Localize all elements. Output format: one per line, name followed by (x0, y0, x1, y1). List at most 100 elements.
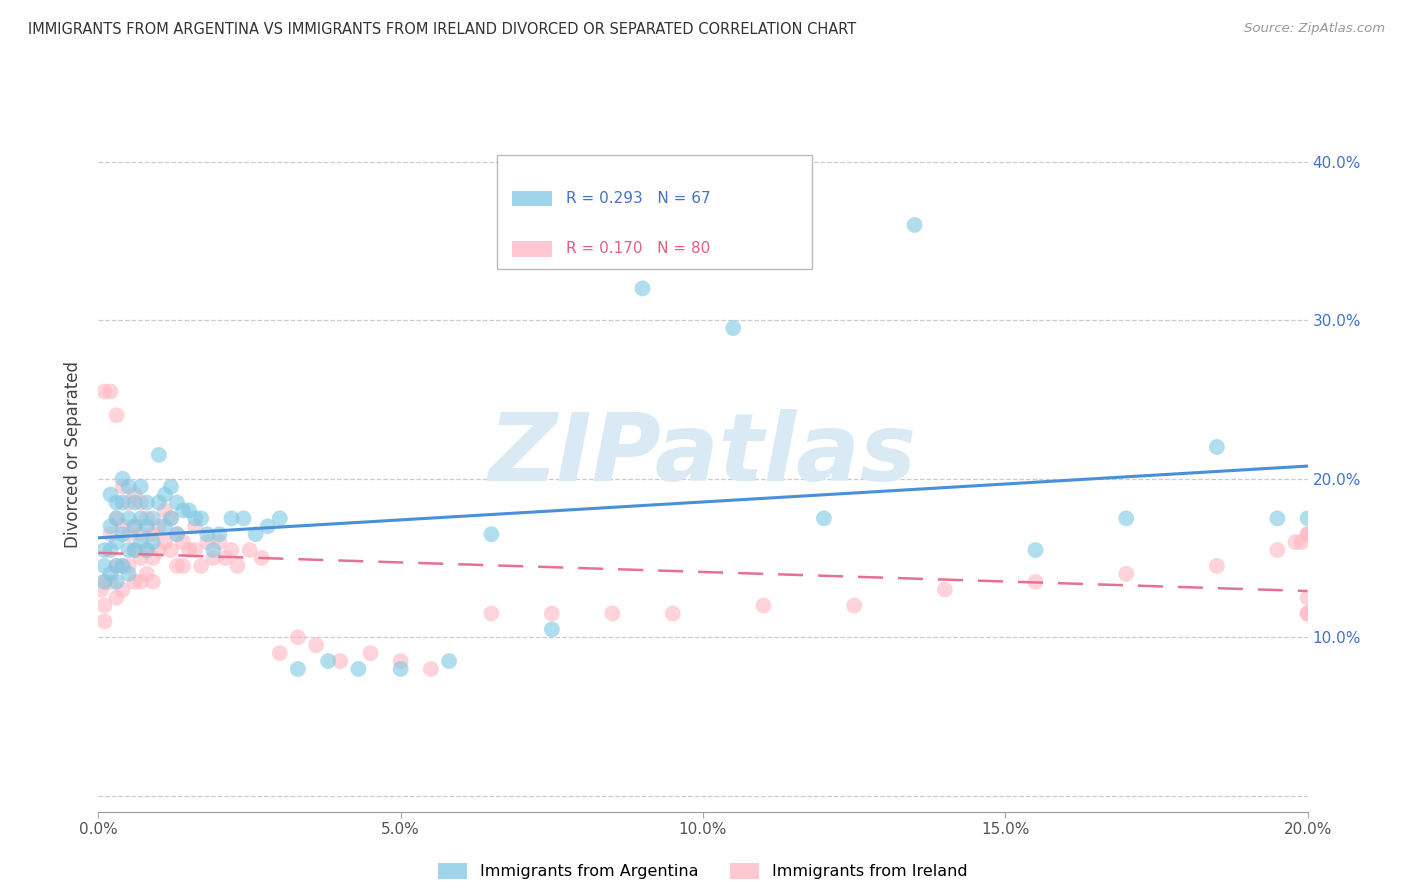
Point (631, 281, 654, 295)
Point (1024, 574, 1046, 589)
Point (481, 607, 503, 621)
Point (752, 599, 775, 613)
Point (1284, 535, 1306, 549)
Point (135, 519, 157, 533)
Point (1115, 566, 1137, 581)
Point (184, 511, 207, 525)
Y-axis label: Divorced or Separated: Divorced or Separated (65, 361, 83, 549)
Point (129, 480, 152, 494)
Point (111, 472, 134, 486)
Text: ZIPatlas: ZIPatlas (489, 409, 917, 501)
Point (118, 558, 141, 573)
Point (195, 535, 218, 549)
Point (153, 503, 176, 517)
Point (100, 574, 122, 589)
Legend: Immigrants from Argentina, Immigrants from Ireland: Immigrants from Argentina, Immigrants fr… (432, 856, 974, 886)
Point (160, 511, 183, 525)
Point (166, 527, 188, 541)
Point (93, 558, 115, 573)
Point (1296, 607, 1319, 621)
Point (329, 654, 352, 668)
Point (1206, 440, 1229, 454)
Point (269, 646, 291, 660)
Point (111, 558, 134, 573)
Point (481, 527, 503, 541)
Point (105, 558, 128, 573)
Point (93, 615, 115, 629)
Point (93, 543, 115, 558)
Point (124, 543, 146, 558)
FancyBboxPatch shape (498, 155, 811, 269)
Point (118, 495, 141, 509)
Point (111, 558, 134, 573)
Point (1296, 511, 1319, 525)
Point (142, 574, 165, 589)
Point (166, 495, 188, 509)
Text: R = 0.170   N = 80: R = 0.170 N = 80 (567, 242, 710, 256)
Text: IMMIGRANTS FROM ARGENTINA VS IMMIGRANTS FROM IRELAND DIVORCED OR SEPARATED CORRE: IMMIGRANTS FROM ARGENTINA VS IMMIGRANTS … (28, 22, 856, 37)
Point (1267, 543, 1289, 558)
Point (389, 654, 412, 668)
Point (813, 511, 835, 525)
Point (269, 511, 291, 525)
Point (105, 558, 128, 573)
Point (1296, 591, 1319, 605)
Point (208, 527, 231, 541)
Point (195, 527, 218, 541)
Point (124, 543, 146, 558)
Point (93, 574, 115, 589)
Point (1267, 511, 1289, 525)
Point (389, 662, 412, 676)
Point (232, 511, 254, 525)
Point (172, 558, 194, 573)
Point (202, 543, 225, 558)
Point (160, 480, 183, 494)
Point (142, 527, 165, 541)
Point (129, 535, 152, 549)
Point (221, 543, 243, 558)
Point (166, 558, 188, 573)
Point (111, 495, 134, 509)
Point (100, 566, 122, 581)
Point (179, 503, 201, 517)
Point (245, 527, 267, 541)
Point (1206, 558, 1229, 573)
Point (142, 535, 165, 549)
Point (360, 646, 382, 660)
Point (105, 409, 128, 423)
Point (135, 543, 157, 558)
Point (305, 638, 328, 652)
Point (1296, 527, 1319, 541)
Point (100, 384, 122, 399)
Point (148, 495, 170, 509)
Point (148, 519, 170, 533)
Point (723, 321, 745, 335)
Point (1115, 511, 1137, 525)
Point (111, 527, 134, 541)
Point (105, 591, 128, 605)
Point (662, 607, 685, 621)
Point (124, 495, 146, 509)
Point (1024, 543, 1046, 558)
Point (172, 535, 194, 549)
Point (934, 582, 956, 597)
Point (118, 543, 141, 558)
Point (105, 511, 128, 525)
Point (135, 566, 157, 581)
Point (287, 662, 309, 676)
Point (129, 551, 152, 566)
Point (153, 487, 176, 501)
Point (420, 662, 443, 676)
Point (124, 519, 146, 533)
Point (135, 511, 157, 525)
Point (437, 654, 460, 668)
Point (153, 519, 176, 533)
Point (184, 543, 207, 558)
Point (124, 574, 146, 589)
Point (111, 519, 134, 533)
Point (1291, 535, 1313, 549)
Point (540, 607, 562, 621)
Point (148, 448, 170, 462)
Point (142, 511, 165, 525)
Point (142, 551, 165, 566)
